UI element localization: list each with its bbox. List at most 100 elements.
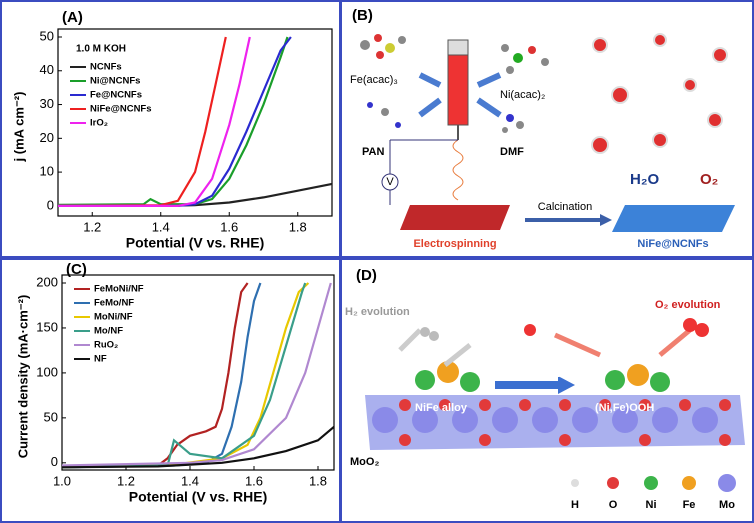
syringe [447,39,469,56]
series-line [57,36,227,207]
legend-label: Fe@NCNFs [90,90,142,101]
o-atom [695,323,709,337]
ni-atom [605,370,625,390]
label: H₂ evolution [345,306,410,318]
y-tick-label: 50 [44,409,58,424]
y-tick-label: 50 [40,28,54,43]
y-tick-label: 20 [40,130,54,145]
label: O₂ evolution [655,299,721,311]
x-tick-label: 1.2 [83,219,101,234]
legend-swatch [571,479,579,487]
legend-label: O [609,499,618,511]
legend-label: H [571,499,579,511]
label: Ni(acac)₂ [500,89,545,101]
legend-label: Mo/NF [94,326,123,337]
legend-label: FeMo/NF [94,298,134,309]
legend-label: NCNFs [90,62,122,73]
label: NiFe alloy [415,402,468,414]
plot-frame [57,28,333,217]
series-line [61,282,262,469]
legend-label: RuO₂ [94,340,118,351]
label: In-situ construction [479,368,582,380]
molecule [360,34,549,133]
y-tick-label: 150 [36,319,58,334]
fe-atom [437,361,459,383]
legend-swatch [644,476,658,490]
label: Fe(acac)₃ [350,74,398,86]
fe-atom [627,364,649,386]
ni-atom [415,370,435,390]
x-axis-label: Potential (V vs. RHE) [126,235,264,251]
label: DMF [500,146,524,158]
voltmeter [381,173,399,191]
panel-label: (A) [62,9,83,26]
y-axis-label: Current density (mA·cm⁻²) [15,295,30,459]
arrow [553,328,692,358]
ni-atom [650,372,670,392]
x-axis-label: Potential (V vs. RHE) [129,489,267,505]
panel-label: (C) [66,261,87,278]
fiber-mat [612,205,735,232]
o-atoms [399,399,731,446]
panel-frame [340,0,754,258]
x-tick-label: 1.6 [220,219,238,234]
y-tick-label: 100 [36,364,58,379]
wire [389,139,458,205]
o-atom [524,324,536,336]
jet [452,139,464,201]
syringe [447,54,469,126]
charts: 1.2 1.4 1.6 1.8 0 10 20 30 40 50 Potential (V vs. … [11,9,335,505]
arrow [398,328,472,367]
panel-label: (D) [356,267,377,284]
panel-label: (B) [352,7,373,24]
x-tick-label: 1.2 [117,473,135,488]
label: NiFe@NCNFs [637,238,708,250]
panel-frame [340,258,754,523]
series-line [61,425,335,469]
y-axis-label: j (mA cm⁻²) [11,92,26,163]
y-tick-label: 200 [36,274,58,289]
x-tick-label: 1.8 [309,473,327,488]
panel-b: (B) Fe(acac)₃ Ni(acac)₂ PAN DMF V Electr… [350,7,735,250]
legend-label: NF [94,354,107,365]
arrow [418,72,502,118]
y-tick-label: 10 [40,164,54,179]
legend-label: Mo [719,499,735,511]
panel-frame [0,258,341,523]
legend-label: IrO₂ [90,118,108,129]
x-tick-label: 1.4 [152,219,170,234]
label: H₂O [630,171,659,188]
legend-label: NiFe@NCNFs [90,104,152,115]
x-tick-label: 1.6 [245,473,263,488]
y-tick-label: 0 [47,197,54,212]
arrow [558,376,575,394]
series-line [61,282,332,467]
o-atom [683,318,697,332]
arrow [600,214,612,226]
series-line [58,36,251,207]
legend-label: Fe [683,499,696,511]
legend-swatch [682,476,696,490]
y-tick-label: 0 [51,454,58,469]
label: Electrospinning [413,238,496,250]
y-tick-label: 30 [40,96,54,111]
label: V [386,176,394,188]
legend-label: MoNi/NF [94,312,133,323]
legend-label: Ni [646,499,657,511]
label: (Ni,Fe)OOH [595,402,654,414]
h-atom [420,327,430,337]
series-line [61,282,249,469]
label: O₂ [700,171,718,188]
fiber-mat [400,205,510,230]
legend-label: Ni@NCNFs [90,76,140,87]
x-tick-label: 1.4 [181,473,199,488]
legend-swatch [607,477,619,489]
h-atom [429,331,439,341]
legend-label: FeMoNi/NF [94,284,144,295]
mo-atoms [372,407,718,433]
series-line [61,282,307,469]
series-line [57,36,289,206]
legend: H O Ni Fe Mo [571,474,736,511]
ni-atom [460,372,480,392]
